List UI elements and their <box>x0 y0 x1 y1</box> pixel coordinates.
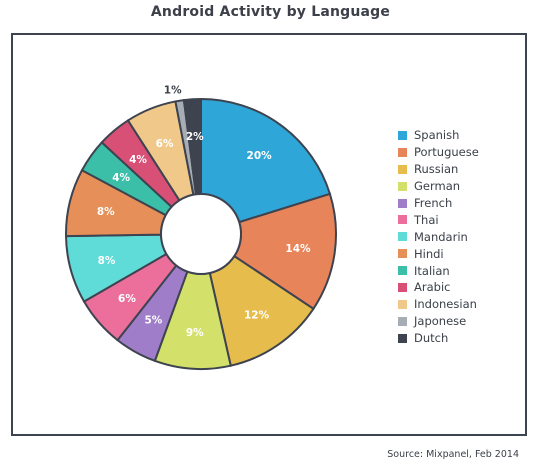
slice-label-portuguese: 14% <box>285 243 311 255</box>
slice-label-japonese: 1% <box>164 85 182 97</box>
legend-swatch <box>398 316 407 326</box>
legend-item-arabic: Arabic <box>398 279 479 296</box>
slice-label-indonesian: 6% <box>156 138 174 150</box>
legend-item-dutch: Dutch <box>398 330 479 347</box>
legend-swatch <box>398 198 407 208</box>
source-note: Source: Mixpanel, Feb 2014 <box>387 449 519 460</box>
legend-item-german: German <box>398 178 479 195</box>
legend-swatch <box>398 215 407 225</box>
donut-hole <box>160 193 242 275</box>
slice-label-thai: 6% <box>118 293 136 305</box>
legend-label: Indonesian <box>414 297 477 312</box>
legend-item-thai: Thai <box>398 211 479 228</box>
legend-swatch <box>398 282 407 292</box>
legend-label: Italian <box>414 263 450 278</box>
legend-swatch <box>398 147 407 157</box>
legend-item-hindi: Hindi <box>398 245 479 262</box>
legend-label: Russian <box>414 162 459 177</box>
legend-item-russian: Russian <box>398 161 479 178</box>
slice-label-french: 5% <box>144 315 162 327</box>
legend-swatch <box>398 130 407 140</box>
legend-swatch <box>398 333 407 343</box>
legend-swatch <box>398 232 407 242</box>
legend-swatch <box>398 164 407 174</box>
legend-label: German <box>414 179 461 194</box>
legend-item-indonesian: Indonesian <box>398 296 479 313</box>
legend-label: Portuguese <box>414 145 479 160</box>
legend-swatch <box>398 249 407 259</box>
legend-label: Dutch <box>414 331 449 346</box>
legend-swatch <box>398 266 407 276</box>
chart-title: Android Activity by Language <box>150 4 391 20</box>
legend-item-spanish: Spanish <box>398 127 479 144</box>
slice-label-arabic: 4% <box>129 154 147 166</box>
legend-item-mandarin: Mandarin <box>398 228 479 245</box>
slice-label-russian: 12% <box>244 310 270 322</box>
legend-label: Mandarin <box>414 229 468 244</box>
legend-label: Hindi <box>414 246 444 261</box>
legend-item-italian: Italian <box>398 262 479 279</box>
legend-label: Japonese <box>414 314 467 329</box>
slice-label-dutch: 2% <box>186 131 204 143</box>
legend-swatch <box>398 181 407 191</box>
slice-label-spanish: 20% <box>247 150 273 162</box>
chart-legend: Spanish Portuguese Russian German French Thai… <box>398 127 479 347</box>
slice-label-italian: 4% <box>112 172 130 184</box>
legend-item-japonese: Japonese <box>398 313 479 330</box>
legend-label: Spanish <box>414 128 460 143</box>
chart-frame <box>11 33 527 436</box>
slice-label-mandarin: 8% <box>98 255 116 267</box>
legend-label: French <box>414 196 453 210</box>
legend-item-portuguese: Portuguese <box>398 144 479 161</box>
legend-label: Thai <box>414 212 439 227</box>
slice-label-german: 9% <box>186 327 204 339</box>
legend-label: Arabic <box>414 280 451 295</box>
legend-item-french: French <box>398 195 479 212</box>
slice-label-hindi: 8% <box>97 206 115 218</box>
legend-swatch <box>398 299 407 309</box>
